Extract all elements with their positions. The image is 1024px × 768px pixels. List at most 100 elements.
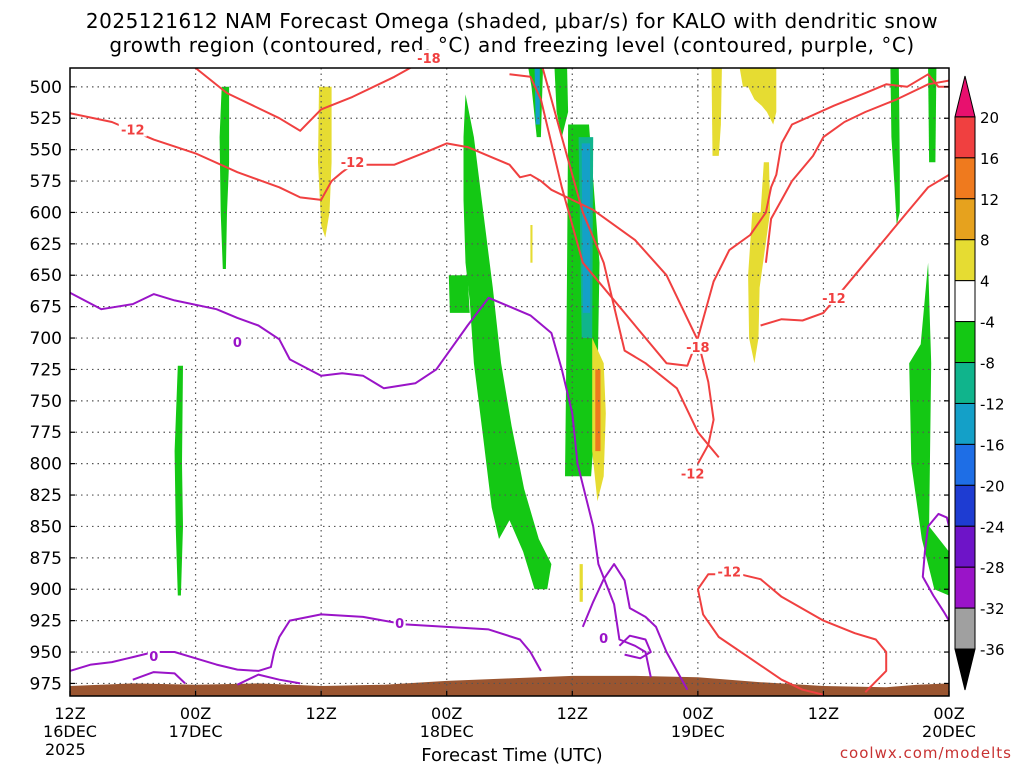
x-axis-title: Forecast Time (UTC) — [421, 745, 603, 766]
colorbar-segment-7 — [954, 362, 976, 404]
contour-label-bg-5 — [715, 563, 744, 579]
colorbar-segment-13 — [954, 607, 976, 650]
colorbar-segment-0 — [954, 75, 976, 118]
colorbar-segment-5 — [954, 280, 976, 323]
x-tick-label-48: 12Z — [557, 704, 588, 723]
colorbar-segment-12 — [954, 566, 976, 609]
freezing-level-contour-8 — [70, 291, 652, 678]
x-tick-date-60: 19DEC — [671, 722, 725, 741]
omega-shade-region-9 — [909, 262, 949, 596]
x-tick-label-60: 00Z — [682, 704, 713, 723]
freezing-level-contour-12 — [581, 563, 689, 691]
omega-shade-region-20 — [748, 162, 771, 364]
chart-title-line-1: 2025121612 NAM Forecast Omega (shaded, μ… — [85, 9, 939, 33]
x-tick-date-0: 16DEC — [43, 722, 97, 741]
contour-label-3: -18 — [686, 341, 710, 356]
colorbar-label-9: -20 — [980, 477, 1005, 495]
freezing-level-contour-10 — [132, 671, 186, 685]
y-tick-label-950: 950 — [30, 643, 62, 663]
contour-label-bg-9 — [393, 615, 406, 631]
credit-text: coolwx.com/modelts — [839, 744, 1012, 762]
y-tick-label-925: 925 — [30, 612, 62, 632]
contour-label-0: -18 — [417, 52, 441, 67]
contour-label-10: 0 — [599, 632, 608, 647]
colorbar-segment-10 — [954, 484, 976, 527]
x-tick-label-12: 00Z — [180, 704, 211, 723]
x-tick-date-84: 20DEC — [922, 722, 976, 741]
dgz-contour-7 — [696, 588, 824, 696]
freezing-level-contour-13 — [618, 634, 652, 660]
x-tick-label-0: 12Z — [54, 704, 85, 723]
y-tick-label-975: 975 — [30, 674, 62, 694]
omega-shade-region-18 — [711, 68, 722, 156]
x-tick-date-36: 18DEC — [420, 722, 474, 741]
contour-label-bg-3 — [683, 338, 712, 354]
y-tick-label-600: 600 — [30, 203, 62, 223]
contour-label-bg-10 — [597, 630, 610, 646]
dgz-contour-4 — [764, 79, 949, 263]
omega-shade-region-19 — [739, 68, 777, 125]
contour-label-2: -12 — [341, 156, 365, 171]
contour-label-5: -12 — [718, 566, 742, 581]
omega-shade-region-12 — [534, 68, 540, 125]
contour-label-9: 0 — [395, 617, 404, 632]
colorbar-label-7: -12 — [980, 395, 1005, 413]
dgz-contour-0 — [70, 112, 715, 465]
contour-label-7: 0 — [233, 336, 242, 351]
colorbar-label-12: -32 — [980, 600, 1005, 618]
contour-label-bg-8 — [147, 647, 160, 663]
y-tick-label-675: 675 — [30, 298, 62, 318]
y-tick-label-750: 750 — [30, 392, 62, 412]
y-tick-label-575: 575 — [30, 172, 62, 192]
omega-shade-region-15 — [579, 564, 583, 602]
omega-shade-region-17 — [595, 369, 601, 452]
dgz-contour-2 — [509, 73, 699, 367]
contour-label-bg-2 — [338, 154, 367, 170]
terrain-fill — [70, 675, 949, 696]
y-tick-label-825: 825 — [30, 486, 62, 506]
x-tick-label-24: 12Z — [305, 704, 336, 723]
freezing-level-contour-11 — [236, 673, 301, 686]
colorbar-segment-4 — [954, 239, 976, 282]
contour-label-bg-4 — [678, 465, 707, 481]
omega-shade-region-5 — [554, 68, 569, 138]
contour-label-8: 0 — [149, 650, 158, 665]
x-tick-label-84: 00Z — [933, 704, 964, 723]
colorbar-segment-8 — [954, 402, 976, 445]
dgz-contour-6 — [697, 573, 888, 693]
colorbar-segment-9 — [954, 443, 976, 486]
contour-label-bg-1 — [118, 121, 147, 137]
omega-shading-layer — [174, 68, 949, 602]
y-tick-label-650: 650 — [30, 266, 62, 286]
colorbar-label-5: -4 — [980, 314, 995, 332]
contour-label-6: -12 — [822, 292, 846, 307]
contour-label-1: -12 — [121, 124, 145, 139]
chart-title-line-2: growth region (contoured, red, °C) and f… — [109, 33, 915, 57]
x-tick-date-12: 17DEC — [169, 722, 223, 741]
omega-shade-region-14 — [530, 225, 533, 263]
colorbar-label-11: -28 — [980, 559, 1005, 577]
omega-shade-region-7 — [928, 68, 937, 163]
omega-shade-region-8 — [890, 68, 900, 225]
y-tick-label-500: 500 — [30, 78, 62, 98]
colorbar-segment-6 — [954, 321, 976, 364]
grid-layer — [70, 68, 949, 696]
omega-shade-region-2 — [463, 94, 552, 590]
dgz-contour-3 — [696, 73, 949, 339]
axes-layer: 500 525 550 575 600 625 650 675 700 725 750 775 800 8… — [30, 67, 976, 759]
colorbar-segment-14 — [954, 648, 976, 691]
y-tick-label-800: 800 — [30, 455, 62, 475]
colorbar-label-1: 16 — [980, 150, 999, 168]
colorbar-label-6: -8 — [980, 355, 995, 373]
x-tick-year-0: 2025 — [45, 740, 86, 759]
contour-layer — [70, 68, 949, 696]
contour-label-bg-7 — [231, 333, 244, 349]
colorbar-label-13: -36 — [980, 641, 1005, 659]
y-tick-label-700: 700 — [30, 329, 62, 349]
contour-label-bg-6 — [819, 289, 848, 305]
colorbar-label-0: 20 — [980, 109, 999, 127]
contour-label-4: -12 — [681, 468, 705, 483]
terrain-layer — [70, 675, 949, 696]
colorbar-segment-3 — [954, 198, 976, 241]
